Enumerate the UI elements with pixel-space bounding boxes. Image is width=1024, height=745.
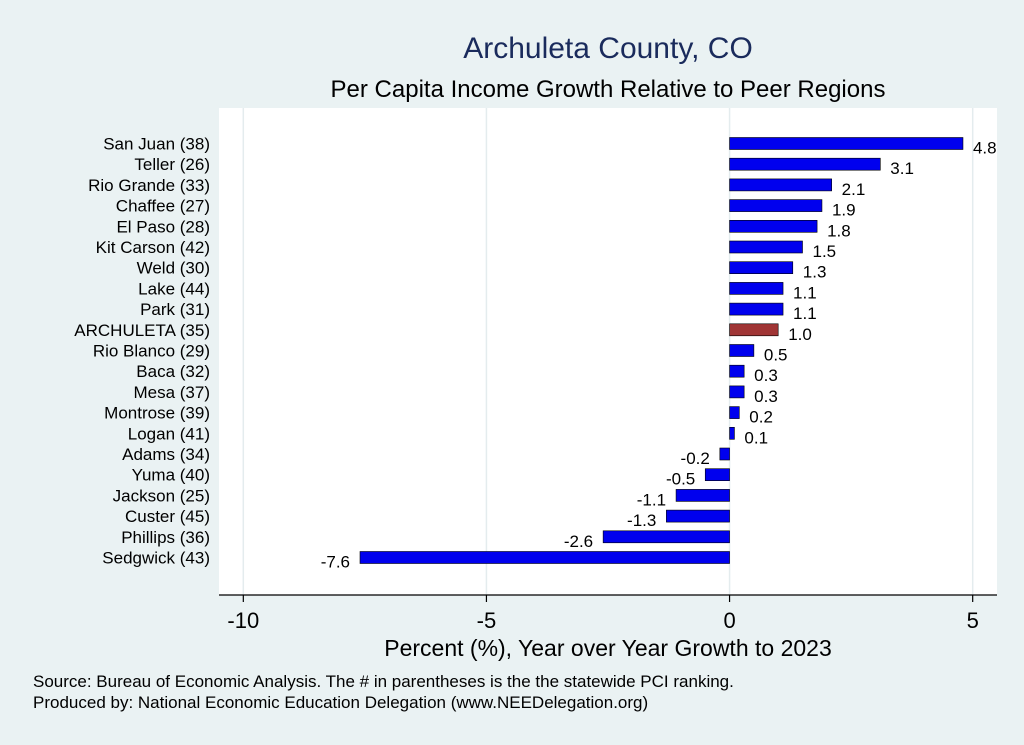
category-label: Lake (44) [138, 279, 210, 298]
category-label: Weld (30) [137, 259, 210, 278]
bar [729, 302, 784, 316]
source-note: Source: Bureau of Economic Analysis. The… [33, 672, 734, 691]
bar [729, 220, 818, 233]
value-label: -1.1 [637, 490, 666, 509]
bar [719, 447, 730, 461]
value-label: 4.8 [973, 139, 997, 158]
bar [729, 157, 881, 171]
x-tick-label: -5 [477, 608, 497, 633]
category-label: El Paso (28) [116, 217, 210, 236]
category-label: Montrose (39) [104, 404, 210, 423]
value-label: 1.3 [803, 263, 827, 282]
value-label: 1.8 [827, 221, 851, 240]
bar [666, 509, 730, 523]
bar [729, 261, 794, 275]
category-label: Mesa (37) [133, 383, 210, 402]
category-label: Rio Grande (33) [88, 176, 210, 195]
value-label: 0.3 [754, 387, 778, 406]
bar [729, 344, 755, 357]
x-axis-ticks: -10 -5 0 5 [227, 595, 979, 633]
category-label: ARCHULETA (35) [74, 321, 210, 340]
value-label: 0.3 [754, 366, 778, 385]
x-tick-label: -10 [227, 608, 259, 633]
category-label: Teller (26) [134, 155, 210, 174]
value-label: 1.1 [793, 283, 817, 302]
bar [729, 199, 823, 212]
bar [729, 385, 745, 399]
bar [729, 137, 964, 150]
value-label: 0.2 [749, 408, 773, 427]
bar [704, 468, 730, 482]
produced-by-note: Produced by: National Economic Education… [33, 693, 648, 712]
bar [729, 426, 735, 440]
value-label: 0.5 [764, 346, 788, 365]
value-label: 2.1 [842, 180, 866, 199]
x-tick-label: 0 [723, 608, 735, 633]
bar [359, 551, 730, 564]
category-label: Jackson (25) [113, 486, 210, 505]
plot-area [219, 108, 997, 595]
chart-title: Archuleta County, CO [463, 32, 753, 65]
value-label: 0.1 [744, 428, 768, 447]
category-label: Yuma (40) [132, 466, 210, 485]
category-label: San Juan (38) [103, 135, 210, 154]
chart-subtitle: Per Capita Income Growth Relative to Pee… [331, 76, 886, 103]
category-label: Chaffee (27) [116, 197, 210, 216]
value-label: 3.1 [890, 159, 914, 178]
value-label: -0.5 [666, 470, 695, 489]
value-label: 1.0 [788, 325, 812, 344]
value-label: -1.3 [627, 511, 656, 530]
category-label: Kit Carson (42) [96, 238, 210, 257]
value-label: -2.6 [564, 532, 593, 551]
bar [729, 240, 803, 254]
value-label: 1.9 [832, 201, 856, 220]
bar [729, 323, 779, 337]
category-label: Adams (34) [122, 445, 210, 464]
value-label: -0.2 [681, 449, 710, 468]
value-label: 1.1 [793, 304, 817, 323]
category-label: Rio Blanco (29) [93, 342, 210, 361]
bar [729, 364, 745, 378]
x-axis-label: Percent (%), Year over Year Growth to 20… [384, 635, 832, 661]
category-labels: San Juan (38)Teller (26) Rio Grande (33) C… [74, 135, 210, 568]
bar [602, 530, 730, 544]
category-label: Phillips (36) [121, 528, 210, 547]
value-labels: 4.83.12.11.91.81.51.31.11.11.00.50.30.30… [321, 139, 997, 572]
bar [729, 282, 784, 295]
bars [359, 137, 964, 564]
bar [729, 178, 832, 192]
category-label: Sedgwick (43) [102, 549, 210, 568]
category-label: Logan (41) [128, 424, 210, 443]
category-label: Custer (45) [125, 507, 210, 526]
bar [729, 406, 740, 419]
value-label: -7.6 [321, 553, 350, 572]
category-label: Park (31) [140, 300, 210, 319]
bar [675, 489, 730, 502]
x-tick-label: 5 [967, 608, 979, 633]
category-label: Baca (32) [136, 362, 210, 381]
value-label: 1.5 [813, 242, 837, 261]
